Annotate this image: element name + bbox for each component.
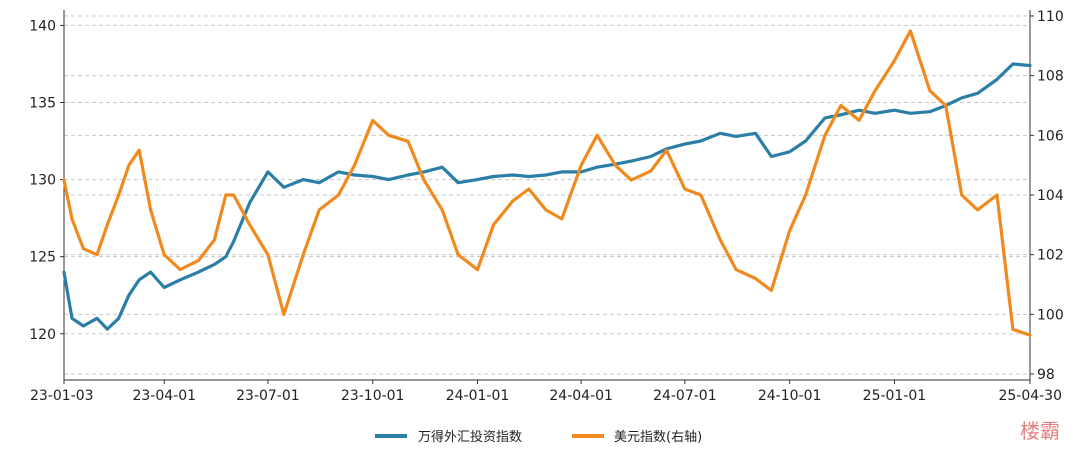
left-tick-label-0: 120	[29, 327, 56, 343]
x-tick-label-5: 24-04-01	[549, 388, 613, 404]
grid	[64, 15, 1030, 375]
series-line-1	[62, 29, 1032, 337]
right-tick-label-1: 100	[1037, 307, 1064, 323]
right-tick-label-0: 98	[1037, 367, 1055, 383]
series-line-0	[62, 62, 1032, 331]
legend-label-series-0: 万得外汇投资指数	[418, 429, 522, 445]
right-tick-label-6: 110	[1037, 9, 1064, 25]
left-tick-label-4: 140	[29, 18, 56, 34]
x-tick-label-9: 25-04-30	[998, 388, 1062, 404]
right-tick-label-2: 102	[1037, 248, 1064, 264]
axes: 120 125 130 135 140 98 100 102 104 106 108 110 23-01…	[29, 9, 1064, 404]
x-tick-label-4: 24-01-01	[446, 388, 510, 404]
left-tick-label-1: 125	[29, 250, 56, 266]
left-tick-label-2: 130	[29, 173, 56, 189]
legend: 万得外汇投资指数 美元指数(右轴)	[375, 429, 702, 445]
right-tick-label-4: 106	[1037, 128, 1064, 144]
right-tick-label-3: 104	[1037, 188, 1064, 204]
x-tick-label-8: 25-01-01	[863, 388, 927, 404]
left-tick-label-3: 135	[29, 96, 56, 112]
x-tick-label-0: 23-01-03	[30, 388, 94, 404]
x-tick-label-2: 23-07-01	[236, 388, 300, 404]
x-tick-label-3: 23-10-01	[341, 388, 405, 404]
legend-label-series-1: 美元指数(右轴)	[614, 430, 702, 445]
right-tick-label-5: 108	[1037, 69, 1064, 85]
x-tick-label-6: 24-07-01	[653, 388, 717, 404]
watermark-logo: 楼霸	[1020, 419, 1060, 443]
x-tick-label-7: 24-10-01	[758, 388, 822, 404]
x-tick-label-1: 23-04-01	[132, 388, 196, 404]
series-lines	[62, 29, 1032, 337]
